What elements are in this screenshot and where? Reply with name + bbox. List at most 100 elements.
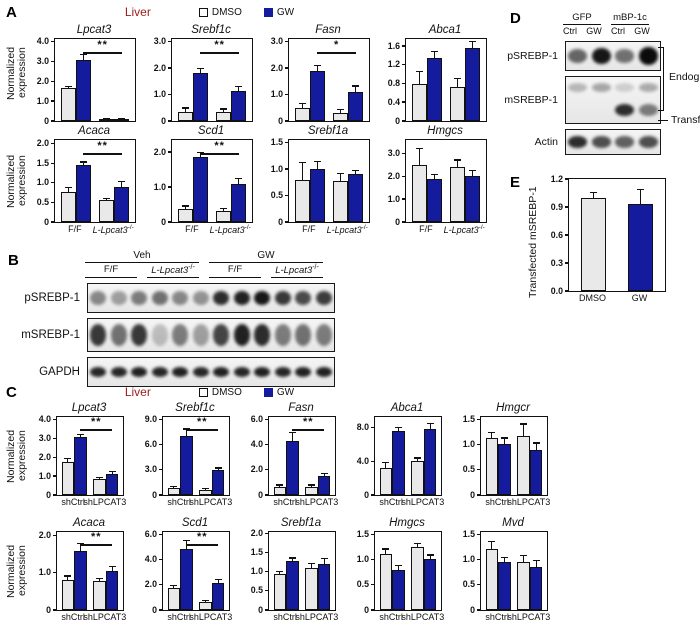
y-axis-label: Normalized expression: [5, 428, 29, 483]
significance-line: [317, 52, 356, 54]
blot-lane: [232, 358, 253, 386]
blot-lane: [293, 284, 314, 312]
y-tick-mark: [402, 63, 407, 66]
error-bar-cap: [181, 205, 189, 207]
y-tick-label: 4.0: [36, 36, 50, 47]
bar-gw: [105, 571, 119, 610]
plot-area: 0 2.0 4.0 6.0 **: [145, 530, 230, 614]
blot-lane: [613, 42, 637, 70]
protein-band: [274, 367, 291, 378]
chart-hmgcs: Hmgcs 0 0.5 1.0 1.5 shCtrl shLPCAT3: [348, 517, 444, 624]
y-tick-mark: [159, 469, 163, 471]
y-tick-mark: [265, 469, 269, 471]
chart-title: Hmgcs: [427, 125, 463, 137]
chart-acaca: Acaca 0 0.5 1.0 1.5 2.0 ** F/F L-Lpcat3-/-: [28, 125, 137, 236]
error-bar-cap: [520, 554, 528, 557]
y-tick-mark: [371, 584, 375, 586]
blot-lane: [293, 319, 314, 351]
chart-srebf1c: Srebf1c 0 3.0 6.0 9.0 ** shCtrl shLPCAT3: [136, 402, 232, 509]
y-tick-label: 0: [46, 604, 51, 615]
chart-title: Hmgcr: [496, 402, 530, 414]
bar-gw: [529, 567, 543, 610]
y-tick-mark: [159, 443, 163, 446]
bar-gw: [180, 436, 193, 495]
y-tick-mark: [168, 120, 173, 122]
y-tick-label: 4.0: [250, 439, 263, 450]
bar-dmso: [216, 210, 232, 222]
y-tick-mark: [53, 494, 57, 496]
plot-area: 0.0 0.3 0.6 0.9 1.2: [551, 174, 666, 295]
bar-dmso: [199, 489, 212, 495]
error-bar-cap: [288, 557, 296, 559]
x-category-label: shLPCAT3: [507, 497, 551, 507]
chart-scd1: Scd1 0 2.0 4.0 6.0 ** shCtrl shLPCAT3: [136, 517, 233, 624]
protein-band: [638, 104, 658, 117]
y-tick-mark: [265, 590, 269, 592]
significance-stars: **: [196, 531, 208, 544]
y-tick-label: 0: [470, 489, 475, 500]
error-bar: [291, 558, 294, 561]
error-bar-cap: [103, 117, 111, 120]
error-bar: [472, 170, 474, 177]
error-bar: [291, 433, 294, 441]
x-category-label: shCtrl: [485, 612, 509, 622]
blot-group-headers: GFP mBP-1c: [558, 12, 654, 25]
error-bar-cap: [181, 107, 189, 109]
y-tick-mark: [159, 584, 163, 586]
blot-lane: [637, 77, 661, 98]
bar-dmso: [379, 553, 393, 610]
protein-band: [638, 83, 658, 92]
error-bar: [106, 198, 108, 200]
error-bar: [217, 468, 219, 470]
bar-gw: [348, 91, 364, 121]
y-tick-mark: [402, 198, 407, 200]
error-bar-cap: [415, 147, 423, 150]
y-tick-mark: [159, 533, 163, 536]
y-tick-mark: [51, 201, 56, 203]
x-category-label: shLPCAT3: [189, 612, 233, 622]
blot-box: [87, 318, 335, 353]
y-tick-label: 1.5: [462, 529, 475, 540]
bar-gw: [180, 548, 193, 610]
error-bar-cap: [308, 563, 316, 565]
y-tick-label: 1.5: [36, 157, 50, 168]
blot-lane-label: Ctrl: [563, 26, 577, 36]
error-bar: [98, 477, 101, 480]
error-bar: [82, 55, 85, 60]
plot-area: 0 0.5 1.0 1.5: [357, 530, 442, 614]
blot-lane: [232, 284, 253, 312]
blot-lane: [314, 284, 335, 312]
plot-area: 0 1.0 2.0 3.0 **: [154, 37, 254, 125]
y-tick-mark: [265, 494, 269, 496]
y-tick-label: 0: [152, 489, 157, 500]
error-bar-cap: [589, 191, 597, 193]
protein-band: [233, 324, 250, 347]
chart-title: Srebf1a: [280, 517, 322, 529]
y-tick-label: 1.5: [270, 137, 284, 148]
y-tick-label: 6.0: [250, 414, 263, 425]
error-bar: [316, 66, 319, 71]
legend-item-dmso: DMSO: [198, 387, 242, 398]
bar-dmso: [305, 486, 318, 495]
protein-band: [213, 367, 230, 378]
panel-c-label: C: [6, 383, 17, 401]
error-bar: [173, 487, 175, 489]
error-bar: [279, 572, 281, 574]
x-category-label: shCtrl: [167, 497, 191, 507]
y-tick-label: 1.0: [270, 89, 284, 100]
blot-lane: [314, 358, 335, 386]
y-tick-label: 3.0: [38, 433, 51, 444]
error-bar-cap: [298, 161, 306, 163]
bar-dmso: [411, 461, 424, 495]
panel-e-y-axis-label: Transfected mSREBP-1: [527, 185, 539, 298]
y-tick-mark: [168, 67, 173, 69]
chart-title: Srebf1a: [307, 125, 349, 137]
bar-gw: [192, 73, 209, 121]
error-bar-cap: [118, 180, 126, 183]
y-tick-label: 0.0: [550, 285, 563, 296]
protein-band: [274, 290, 291, 306]
error-bar-cap: [235, 177, 243, 180]
blot-lane: [613, 130, 637, 154]
protein-band: [213, 324, 230, 347]
protein-band: [110, 367, 127, 378]
